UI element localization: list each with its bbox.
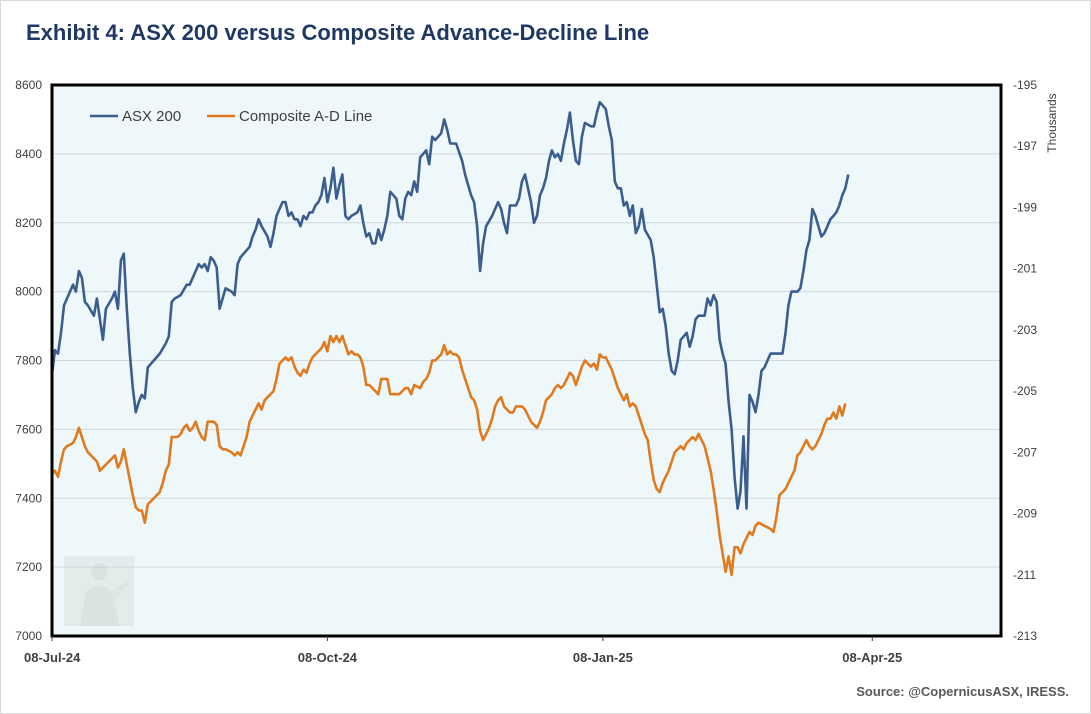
chart-title: Exhibit 4: ASX 200 versus Composite Adva… <box>26 20 650 45</box>
left-tick-label: 7600 <box>15 422 42 436</box>
right-axis-ticks: -195 -197 -199 -201 -203 -205 -207 -209 -211 -213 <box>1013 78 1037 643</box>
gridlines <box>52 84 1001 637</box>
legend-label: Composite A-D Line <box>239 108 372 125</box>
source-note: Source: @CopernicusASX, IRESS. <box>856 684 1069 699</box>
left-tick-label: 8400 <box>15 147 42 161</box>
legend-label: ASX 200 <box>122 108 181 125</box>
left-tick-label: 7800 <box>15 354 42 368</box>
series-group <box>50 100 850 577</box>
legend: ASX 200 Composite A-D Line <box>90 108 372 125</box>
left-tick-label: 8200 <box>15 216 42 230</box>
right-tick-label: -209 <box>1013 507 1037 521</box>
left-tick-label: 7200 <box>15 560 42 574</box>
x-tick-label: 08-Oct-24 <box>298 650 358 665</box>
right-tick-label: -203 <box>1013 323 1037 337</box>
right-axis-unit-label: Thousands <box>1045 93 1059 152</box>
x-tick-label: 08-Jul-24 <box>24 650 81 665</box>
left-tick-label: 7400 <box>15 491 42 505</box>
right-tick-label: -197 <box>1013 139 1037 153</box>
right-tick-label: -201 <box>1013 262 1037 276</box>
x-tick-label: 08-Apr-25 <box>842 650 902 665</box>
statue-watermark <box>64 556 134 626</box>
right-tick-label: -195 <box>1013 78 1037 92</box>
right-tick-label: -207 <box>1013 445 1037 459</box>
left-tick-label: 8000 <box>15 285 42 299</box>
right-tick-label: -199 <box>1013 200 1037 214</box>
series-line-composite-ad <box>51 334 847 577</box>
left-tick-label: 8600 <box>15 78 42 92</box>
right-tick-label: -205 <box>1013 384 1037 398</box>
left-axis-ticks: 7000 7200 7400 7600 7800 8000 8200 8400 8600 <box>15 78 42 643</box>
right-tick-label: -211 <box>1013 568 1036 582</box>
left-tick-label: 7000 <box>15 629 42 643</box>
right-tick-label: -213 <box>1013 629 1037 643</box>
x-tick-label: 08-Jan-25 <box>573 650 633 665</box>
series-line-asx200 <box>50 100 850 510</box>
plot-border <box>50 83 1003 638</box>
x-axis-ticks: 08-Jul-24 08-Oct-24 08-Jan-25 08-Apr-25 <box>24 636 902 665</box>
